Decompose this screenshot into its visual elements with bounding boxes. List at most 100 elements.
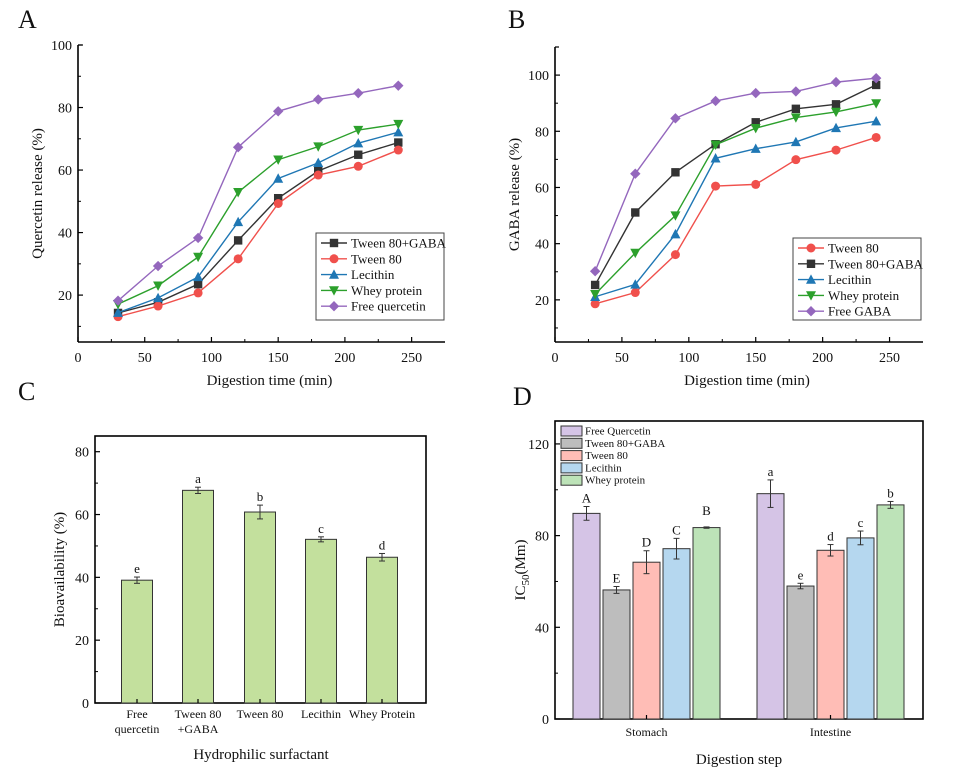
panel-label-c: C [18,377,35,406]
bar [846,537,875,720]
series-line [117,131,399,314]
series-line [117,84,399,302]
x-tick-label: 0 [75,351,82,366]
legend-swatch [560,437,583,449]
bar [305,538,337,704]
data-point [313,94,324,105]
y-tick-label: 20 [75,634,89,649]
data-point [791,104,801,114]
legend-marker [806,291,816,301]
data-point [153,281,164,291]
legend-swatch [560,425,583,437]
y-tick-label: 20 [58,289,72,304]
legend-label: Free Quercetin [585,426,651,438]
y-axis-title: GABA release (%) [507,138,523,251]
legend-swatch [560,462,583,474]
data-point [630,279,641,289]
bar [182,489,214,704]
panel-b-line-chart: 0 50 100 150 200 250 20 40 60 80 100 GABA release (… [507,46,923,389]
legend-label: Tween 80+GABA [585,438,665,450]
group-intestine: a e d c b [756,464,905,720]
series-line [594,84,877,286]
significance-letter: B [702,503,711,518]
bar [572,512,601,720]
x-category-label: quercetin [115,722,160,736]
data-point [232,142,244,153]
data-point [630,168,641,179]
data-point [590,290,601,300]
data-point [192,232,204,244]
significance-letter: b [887,485,894,500]
y-tick-label: 60 [75,509,89,524]
data-point [751,179,761,189]
y-tick-label: 60 [58,164,72,179]
series-line [117,141,399,314]
bar [876,504,905,720]
y-tick-label: 40 [535,621,549,636]
y-tick-label: 120 [528,438,549,453]
bar [244,511,276,704]
bar [366,556,398,704]
legend-swatch [560,450,583,462]
data-point [152,260,164,272]
data-point [710,140,721,150]
legend-marker [329,238,339,248]
data-point [353,87,364,99]
data-point [791,155,801,165]
data-point [871,132,881,142]
data-point [831,107,842,118]
series-line [594,102,877,295]
bar [692,527,721,720]
data-point [670,113,681,124]
bar-group: b [244,489,276,704]
series-lecithin [590,115,882,301]
series-free-gaba [589,72,882,277]
data-point [113,307,124,317]
legend-marker [806,243,816,253]
data-point [790,136,801,147]
data-point [711,181,721,191]
legend-marker [806,259,816,268]
data-point [393,127,404,137]
x-category-label: Free [126,707,147,721]
data-point [193,271,204,282]
y-tick-label: 20 [535,294,549,309]
legend-swatch [560,474,583,486]
series-lecithin [113,127,404,317]
data-point [790,86,802,97]
y-tick-label: 40 [75,571,89,586]
data-point [710,95,721,107]
data-point [590,299,600,309]
y-axis-title: Bioavailability (%) [52,512,68,627]
data-point [112,295,124,306]
legend-marker [806,274,816,284]
panel-label-a: A [18,5,37,34]
x-tick-label: 0 [552,351,559,366]
group-stomach: A E D C B [572,491,721,720]
x-category-label: Whey Protein [349,707,415,721]
data-point [750,123,761,134]
significance-letter: D [642,535,651,550]
data-point [153,301,163,311]
significance-letter: b [257,489,264,504]
y-tick-label: 100 [528,69,549,84]
significance-letter: E [613,571,621,586]
data-point [193,288,203,298]
bar [662,548,691,720]
data-point [751,118,760,127]
panel-d-grouped-bar-chart: 0 40 80 120 A E D C B Stomach a e d c b Intestine Free Q… [513,420,924,768]
data-point [589,266,601,277]
panel-label-d: D [513,382,532,411]
bar [786,585,815,720]
data-point [630,288,640,298]
x-category-label: Stomach [626,725,668,739]
data-point [671,168,680,177]
data-point [790,113,801,123]
data-point [193,279,203,289]
significance-letter: a [768,464,774,479]
significance-letter: A [582,491,592,506]
bar [602,589,631,720]
legend-label: Lecithin [828,272,872,287]
y-tick-label: 80 [535,530,549,545]
